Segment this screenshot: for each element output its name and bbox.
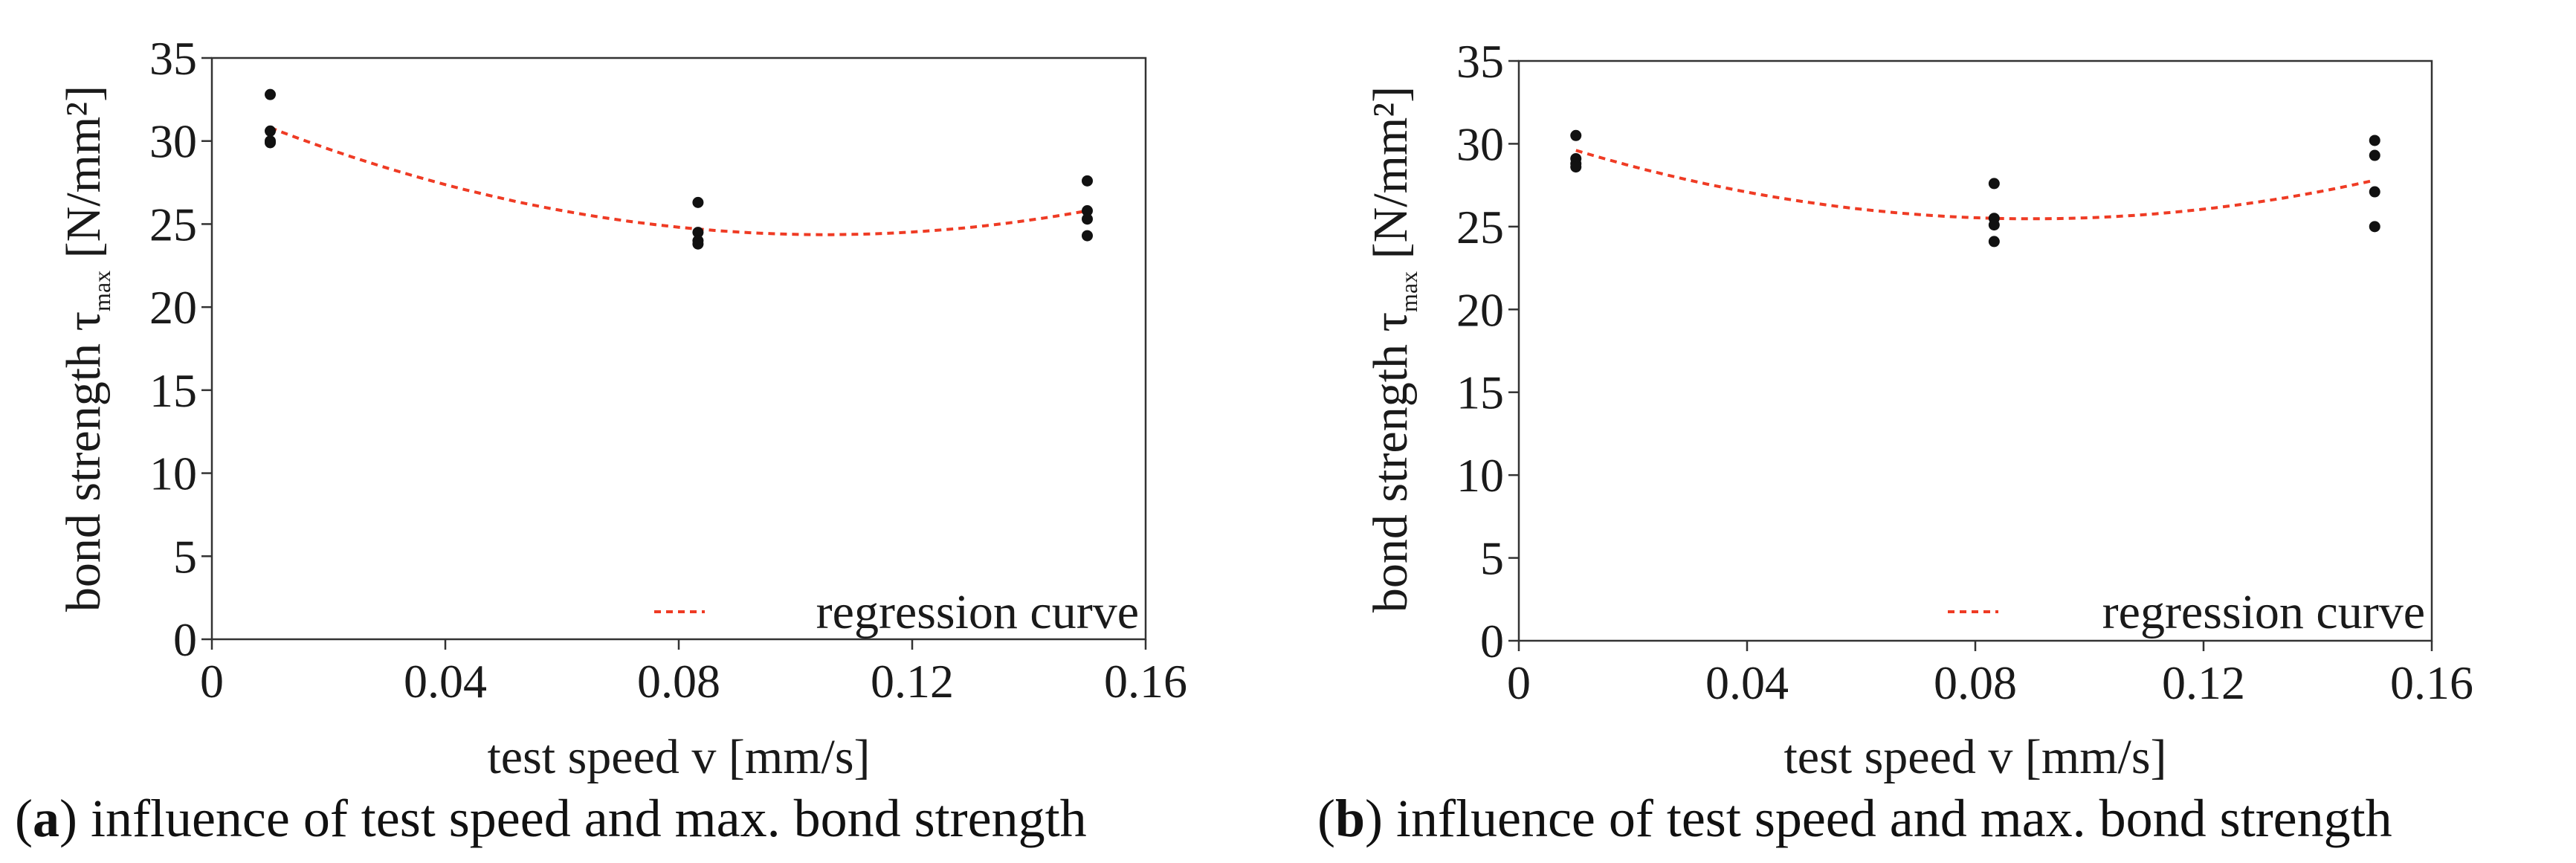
x-tick-label: 0.04	[404, 655, 487, 708]
y-tick-label: 30	[1456, 117, 1504, 170]
x-tick-label: 0.16	[2390, 656, 2473, 709]
caption-letter-b: b	[1335, 789, 1365, 848]
regression-curve-b	[1575, 149, 2375, 221]
y-tick-label: 15	[1456, 366, 1504, 419]
y-tick-label: 0	[1480, 615, 1504, 668]
plot-frame-b	[1517, 59, 2433, 642]
plot-frame-a	[210, 56, 1147, 641]
y-axis-title-sub-a: max	[88, 271, 115, 311]
y-axis-title-b: bond strength τmax [N/mm²]	[1363, 86, 1422, 612]
data-point	[265, 125, 276, 137]
regression-curve-a	[269, 126, 1088, 236]
data-point	[1082, 175, 1093, 187]
y-tick-label: 10	[149, 447, 197, 500]
caption-paren-close-a: )	[59, 789, 77, 848]
y-tick-label: 20	[149, 281, 197, 334]
y-axis-title-a: bond strength τmax [N/mm²]	[57, 85, 115, 612]
caption-paren-open-a: (	[15, 789, 33, 848]
x-axis-title-b: test speed v [mm/s]	[1783, 730, 2166, 784]
y-tick-label: 15	[149, 364, 197, 417]
x-tick-label: 0	[1507, 656, 1531, 709]
y-axis-title-main-b: bond strength τ	[1363, 312, 1418, 612]
y-tick-label: 30	[149, 115, 197, 168]
data-point	[2369, 149, 2380, 161]
y-tick-labels-b: 0 5 10 15 20 25 30 35	[1456, 35, 1504, 668]
y-tick-label: 35	[149, 32, 197, 85]
data-point	[1082, 230, 1093, 242]
data-point	[1988, 219, 2000, 231]
data-point	[2369, 135, 2380, 146]
legend-label-a: regression curve	[816, 585, 1139, 639]
y-axis-title-unit-a: [N/mm²]	[57, 85, 111, 271]
x-tick-label: 0.08	[1934, 656, 2017, 709]
data-point	[1570, 161, 1582, 173]
y-axis-title-main-a: bond strength τ	[57, 311, 111, 612]
data-point	[2369, 221, 2380, 233]
data-point	[692, 238, 704, 250]
data-point	[1082, 213, 1093, 225]
y-tick-label: 5	[1480, 532, 1504, 585]
caption-letter-a: a	[33, 789, 59, 848]
x-tick-label: 0.12	[871, 655, 954, 708]
y-axis-title-unit-b: [N/mm²]	[1363, 86, 1418, 271]
x-tick-label: 0.16	[1104, 655, 1187, 708]
x-tick-labels-a: 0 0.04 0.08 0.12 0.16	[200, 655, 1187, 708]
x-tick-labels-b: 0 0.04 0.08 0.12 0.16	[1507, 656, 2473, 709]
y-tick-label: 35	[1456, 35, 1504, 88]
x-tick-label: 0.12	[2162, 656, 2245, 709]
caption-a: (a) influence of test speed and max. bon…	[15, 789, 1087, 848]
y-tick-labels-a: 0 5 10 15 20 25 30 35	[149, 32, 197, 666]
chart-panel-b: 0 5 10 15 20 25 30 35 0 0.04 0.08 0.12 0.16 regress…	[1317, 35, 2473, 848]
legend-a: regression curve	[654, 585, 1139, 639]
y-tick-label: 20	[1456, 283, 1504, 336]
data-point	[1082, 205, 1093, 217]
caption-text-a: influence of test speed and max. bond st…	[77, 789, 1087, 848]
data-point	[692, 196, 704, 208]
y-tick-label: 10	[1456, 449, 1504, 502]
data-point	[1988, 236, 2000, 248]
y-tick-label: 0	[173, 613, 197, 666]
x-axis-title-a: test speed v [mm/s]	[487, 730, 870, 784]
data-point	[265, 137, 276, 149]
data-point	[1988, 178, 2000, 190]
y-axis-title-sub-b: max	[1395, 271, 1422, 312]
data-point	[692, 227, 704, 239]
data-point	[2369, 186, 2380, 198]
data-point	[1570, 129, 1582, 141]
chart-panel-a: 0 5 10 15 20 25 30 35 0 0.04 0.08 0.12 0.16 regress…	[15, 32, 1187, 848]
legend-label-b: regression curve	[2102, 585, 2425, 639]
caption-b: (b) influence of test speed and max. bon…	[1317, 789, 2392, 848]
y-tick-label: 25	[1456, 201, 1504, 253]
data-point	[265, 88, 276, 100]
caption-paren-open-b: (	[1317, 789, 1335, 848]
tick-marks-a	[201, 56, 1147, 650]
legend-b: regression curve	[1948, 585, 2425, 639]
caption-paren-close-b: )	[1365, 789, 1383, 848]
x-tick-label: 0	[200, 655, 224, 708]
data-points-b	[1570, 129, 2380, 248]
x-tick-label: 0.08	[637, 655, 720, 708]
tick-marks-b	[1508, 59, 2433, 651]
caption-text-b: influence of test speed and max. bond st…	[1383, 789, 2392, 848]
y-tick-label: 25	[149, 198, 197, 251]
data-points-a	[265, 88, 1093, 250]
y-tick-label: 5	[173, 530, 197, 583]
x-tick-label: 0.04	[1705, 656, 1789, 709]
